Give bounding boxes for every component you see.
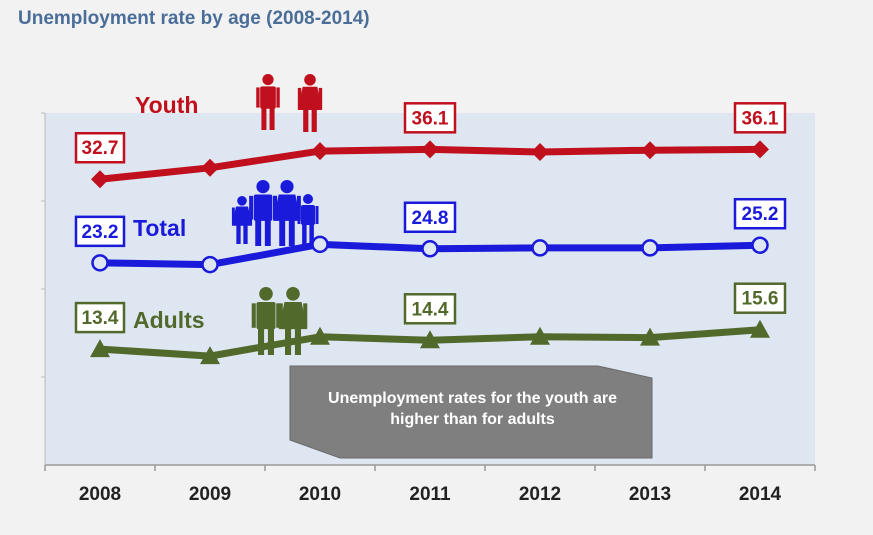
- data-point: [750, 319, 770, 338]
- x-tick-label: 2008: [79, 484, 121, 505]
- person-icon: [231, 196, 253, 244]
- data-point: [421, 240, 439, 258]
- callout-box: [289, 365, 653, 459]
- data-label: 36.1: [742, 108, 779, 129]
- callout-text: Unemployment rates for the youth are hig…: [300, 388, 645, 430]
- x-tick-label: 2012: [519, 484, 561, 505]
- data-label-box: [403, 293, 457, 325]
- series-youth: 32.7 36.1 36.1 Youth: [74, 92, 787, 189]
- data-point: [420, 330, 440, 349]
- data-point: [91, 170, 109, 189]
- data-point: [641, 239, 659, 257]
- chart-title: Unemployment rate by age (2008-2014): [18, 8, 370, 29]
- data-label-box: [74, 215, 126, 248]
- data-label-box: [733, 102, 787, 134]
- person-icon: [297, 194, 319, 244]
- data-point: [201, 255, 219, 274]
- data-label: 36.1: [412, 108, 449, 129]
- data-label-box: [74, 301, 126, 334]
- person-icon: [251, 287, 281, 355]
- data-point: [91, 254, 109, 272]
- person-icon: [249, 180, 277, 246]
- data-label: 13.4: [82, 308, 119, 329]
- person-icon: [297, 74, 323, 132]
- data-point: [641, 141, 659, 160]
- data-point: [421, 140, 439, 159]
- data-point: [310, 326, 330, 345]
- data-label: 25.2: [742, 204, 779, 225]
- data-point: [90, 339, 110, 358]
- series-layer: 32.7 36.1 36.1 Youth 23.2 24.8 25.2 Total 13.4 14…: [74, 92, 787, 365]
- data-point: [751, 236, 769, 254]
- callout-line-1: Unemployment rates for the youth are: [328, 390, 617, 407]
- data-point: [311, 235, 329, 254]
- data-point: [531, 142, 549, 161]
- data-point: [201, 158, 219, 177]
- data-label-box: [74, 131, 126, 164]
- series-adults: 13.4 14.4 15.6 Adults: [74, 282, 787, 365]
- series-name-label: Adults: [133, 307, 205, 333]
- data-point: [751, 140, 769, 159]
- data-label: 14.4: [412, 299, 449, 320]
- data-label: 32.7: [82, 138, 119, 159]
- couple-youth-icon: [256, 74, 323, 132]
- data-label: 15.6: [742, 289, 779, 310]
- callout-shape: [289, 365, 653, 459]
- x-tick-label: 2013: [629, 484, 671, 505]
- data-label: 23.2: [82, 222, 119, 243]
- data-point: [311, 142, 329, 161]
- data-label-box: [403, 102, 457, 134]
- data-label-box: [733, 197, 787, 230]
- series-total: 23.2 24.8 25.2 Total: [74, 197, 787, 274]
- icons-layer: [231, 74, 323, 355]
- x-tick-label: 2009: [189, 484, 231, 505]
- data-label-box: [403, 201, 457, 234]
- x-tick-label: 2010: [299, 484, 341, 505]
- series-name-label: Youth: [135, 92, 198, 118]
- data-point: [531, 239, 549, 257]
- x-tick-label: 2011: [409, 484, 451, 505]
- data-label-box: [733, 282, 787, 314]
- series-name-label: Total: [133, 215, 186, 241]
- data-label: 24.8: [412, 208, 449, 229]
- data-point: [200, 346, 220, 365]
- data-point: [530, 326, 550, 345]
- person-icon: [256, 74, 280, 130]
- callout-line-2: higher than for adults: [390, 411, 555, 428]
- x-tick-label: 2014: [739, 484, 782, 505]
- family-icon: [231, 180, 319, 246]
- x-axis: 2008 2009 2010 2011 2012 2013 2014: [41, 112, 816, 505]
- data-point: [640, 327, 660, 346]
